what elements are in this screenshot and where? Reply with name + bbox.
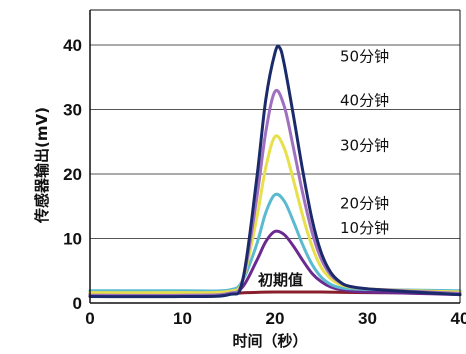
x-tick-label: 0 (85, 309, 94, 328)
series-line-5 (88, 44, 462, 299)
series-label: 初期值 (258, 271, 303, 289)
series-label: 50分钟 (340, 48, 389, 66)
x-tick-label: 20 (266, 309, 285, 328)
series-line-3 (88, 134, 462, 295)
series-labels: 初期值 10分钟 20分钟 30分钟 40分钟 50分钟 (258, 48, 389, 289)
series-label: 20分钟 (340, 195, 389, 213)
y-tick-label: 10 (63, 230, 82, 249)
series-label: 10分钟 (340, 219, 389, 237)
series-label: 40分钟 (340, 91, 389, 109)
series-label: 30分钟 (340, 137, 389, 155)
x-tick-label: 10 (173, 309, 192, 328)
series-lines (88, 44, 462, 299)
y-axis-title: 传感器输出(mV) (33, 107, 51, 224)
y-tick-label: 30 (63, 101, 82, 120)
axes (89, 9, 461, 304)
y-tick-label: 0 (73, 294, 82, 313)
tick-labels: 0 10 20 30 40 0 10 20 30 40 (63, 36, 466, 328)
x-tick-label: 40 (451, 309, 466, 328)
gridlines (90, 44, 460, 239)
series-line-4 (88, 88, 462, 297)
x-tick-label: 30 (358, 309, 377, 328)
x-axis-title: 时间（秒） (232, 332, 307, 350)
y-tick-label: 20 (63, 165, 82, 184)
y-tick-label: 40 (63, 36, 82, 55)
